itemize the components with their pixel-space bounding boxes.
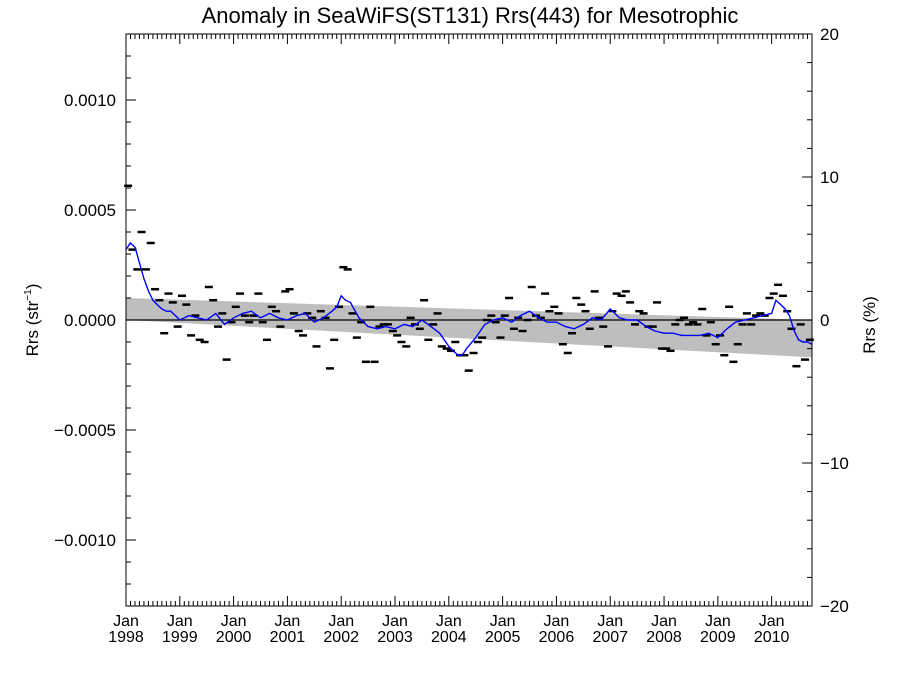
x-tick-label-month: Jan bbox=[221, 613, 247, 630]
x-tick-label-month: Jan bbox=[328, 613, 354, 630]
y-tick-label: −0.0005 bbox=[54, 421, 116, 440]
x-tick-label-year: 1998 bbox=[108, 629, 144, 646]
x-tick-label-year: 2001 bbox=[270, 629, 306, 646]
x-tick-label-year: 2005 bbox=[485, 629, 521, 646]
y-axis-label-text: Rrs (str bbox=[23, 300, 42, 356]
y2-tick-label: 20 bbox=[820, 25, 839, 44]
chart-title: Anomaly in SeaWiFS(ST131) Rrs(443) for M… bbox=[202, 3, 739, 28]
x-tick-label-month: Jan bbox=[113, 613, 139, 630]
x-tick-label-month: Jan bbox=[759, 613, 785, 630]
x-tick-label-year: 2010 bbox=[754, 629, 790, 646]
x-tick-label-month: Jan bbox=[382, 613, 408, 630]
trend-band bbox=[126, 298, 812, 358]
y2-tick-label: 10 bbox=[820, 168, 839, 187]
y2-tick-label: −20 bbox=[820, 597, 849, 616]
x-tick-label-month: Jan bbox=[597, 613, 623, 630]
x-tick-label-year: 2009 bbox=[700, 629, 736, 646]
y-tick-label: 0.0000 bbox=[64, 311, 116, 330]
x-tick-label-month: Jan bbox=[275, 613, 301, 630]
trend-uncertainty-band bbox=[126, 298, 812, 358]
x-tick-label-year: 2000 bbox=[216, 629, 252, 646]
y2-tick-label: −10 bbox=[820, 454, 849, 473]
y2-axis-label: Rrs (%) bbox=[860, 296, 879, 354]
y2-tick-label: 0 bbox=[820, 311, 829, 330]
x-tick-label-year: 2008 bbox=[646, 629, 682, 646]
y-tick-label: 0.0010 bbox=[64, 91, 116, 110]
x-tick-label-year: 2004 bbox=[431, 629, 467, 646]
x-tick-label-month: Jan bbox=[490, 613, 516, 630]
y-axis-label: Rrs (str−1) bbox=[23, 284, 42, 357]
axes: Jan1998Jan1999Jan2000Jan2001Jan2002Jan20… bbox=[54, 25, 849, 646]
y-tick-label: −0.0010 bbox=[54, 531, 116, 550]
x-tick-label-year: 2006 bbox=[539, 629, 575, 646]
x-tick-label-month: Jan bbox=[705, 613, 731, 630]
x-tick-label-month: Jan bbox=[544, 613, 570, 630]
running-mean-line bbox=[125, 241, 813, 356]
y-axis-label-superscript: −1 bbox=[23, 289, 34, 301]
x-tick-label-year: 1999 bbox=[162, 629, 198, 646]
x-tick-label-month: Jan bbox=[651, 613, 677, 630]
y-tick-label: 0.0005 bbox=[64, 201, 116, 220]
y-axis-label-close: ) bbox=[23, 284, 42, 290]
x-tick-label-year: 2002 bbox=[323, 629, 359, 646]
x-tick-label-month: Jan bbox=[167, 613, 193, 630]
x-tick-label-year: 2003 bbox=[377, 629, 413, 646]
x-tick-label-year: 2007 bbox=[592, 629, 628, 646]
x-tick-label-month: Jan bbox=[436, 613, 462, 630]
